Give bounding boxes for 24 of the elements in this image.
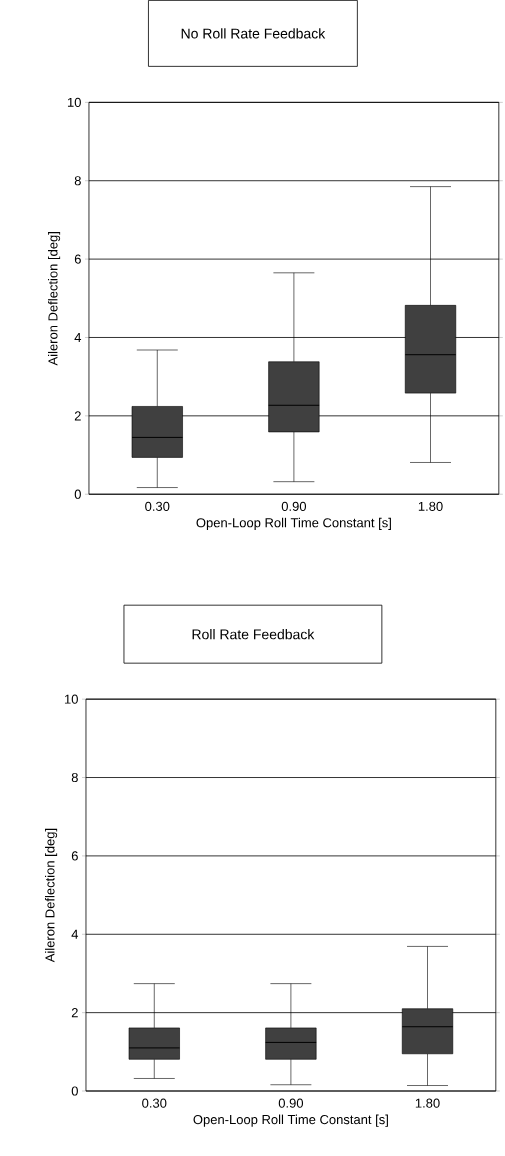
- y-tick-label: 6: [71, 851, 78, 861]
- y-tick-label: 8: [74, 176, 81, 186]
- chart-title: Roll Rate Feedback: [192, 629, 315, 640]
- x-tick-label: 0.90: [281, 501, 307, 511]
- y-tick-label: 4: [74, 333, 82, 342]
- y-tick-label: 10: [68, 97, 82, 107]
- y-axis-title: Aileron Deflection [deg]: [45, 828, 58, 963]
- y-tick-label: 6: [74, 254, 81, 264]
- x-tick-label: 0.90: [278, 1098, 304, 1108]
- y-tick-label: 2: [71, 1008, 78, 1018]
- y-tick-label: 10: [65, 694, 79, 704]
- y-tick-label: 0: [74, 489, 82, 499]
- x-axis-title: Open-Loop Roll Time Constant [s]: [193, 1114, 389, 1127]
- x-axis-title: Open-Loop Roll Time Constant [s]: [196, 517, 392, 530]
- y-tick-label: 8: [71, 772, 78, 783]
- x-tick-label: 0.30: [142, 1098, 167, 1108]
- x-tick-label: 0.30: [145, 501, 170, 511]
- y-tick-label: 0: [71, 1086, 79, 1096]
- chart-title: No Roll Rate Feedback: [181, 28, 326, 39]
- y-tick-label: 2: [74, 411, 81, 421]
- x-tick-label: 1.80: [418, 501, 443, 511]
- y-tick-label: 4: [71, 929, 79, 939]
- x-tick-label: 1.80: [415, 1098, 440, 1108]
- y-axis-title: Aileron Deflection [deg]: [48, 232, 61, 366]
